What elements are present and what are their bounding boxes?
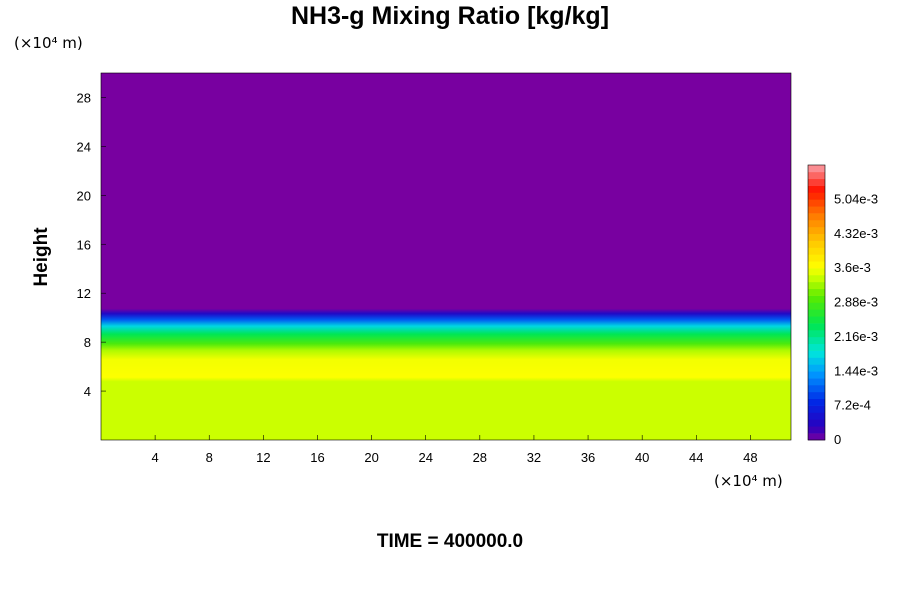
colorbar-level	[808, 213, 825, 221]
colorbar-tick-label: 2.88e-3	[834, 295, 878, 310]
colorbar-level	[808, 378, 825, 386]
colorbar-tick-label: 1.44e-3	[834, 363, 878, 378]
colorbar-level	[808, 426, 825, 434]
y-tick-label: 16	[77, 237, 91, 252]
colorbar-level	[808, 192, 825, 200]
colorbar-level	[808, 206, 825, 214]
colorbar-level	[808, 281, 825, 290]
colorbar-tick-label: 0	[834, 432, 841, 447]
y-tick-label: 12	[77, 286, 91, 301]
colorbar-level	[808, 302, 825, 310]
x-ticks: 4 8 12 16 20 24 28 32 36 40 44 48	[152, 435, 758, 465]
colorbar-level	[808, 330, 825, 338]
colorbar-level	[808, 309, 825, 317]
x-tick-label: 32	[527, 450, 541, 465]
colorbar-level	[808, 171, 825, 180]
colorbar-level	[808, 295, 825, 303]
colorbar-level	[808, 385, 825, 393]
x-tick-label: 28	[473, 450, 487, 465]
x-tick-label: 36	[581, 450, 595, 465]
colorbar-tick-label: 4.32e-3	[834, 226, 878, 241]
y-tick-label: 28	[77, 90, 91, 105]
colorbar-frame	[807, 164, 826, 441]
colorbar-level	[808, 178, 825, 186]
colorbar-level	[808, 247, 825, 255]
colorbar-level	[808, 371, 825, 379]
colorbar-level	[808, 316, 825, 324]
x-tick-label: 40	[635, 450, 649, 465]
y-unit-label: (×10⁴ m)	[14, 34, 83, 52]
x-tick-label: 20	[364, 450, 378, 465]
colorbar-level	[808, 165, 825, 173]
colorbar-level	[808, 391, 825, 400]
colorbar-level	[808, 412, 825, 420]
y-tick-label: 4	[84, 384, 91, 399]
colorbar-level	[808, 357, 825, 365]
colorbar-level	[808, 233, 825, 241]
plot-frame	[100, 72, 792, 441]
colorbar-level	[808, 261, 825, 269]
time-label: TIME = 400000.0	[376, 531, 524, 552]
colorbar-level	[808, 323, 825, 331]
colorbar-level	[808, 226, 825, 235]
colorbar: 0 7.2e-4 1.44e-3 2.16e-3 2.88e-3 3.6e-3 4.32e-…	[807, 164, 878, 447]
colorbar-level	[808, 419, 825, 427]
colorbar-level	[808, 240, 825, 248]
colorbar-level	[808, 199, 825, 207]
x-unit-label: (×10⁴ m)	[714, 472, 783, 490]
y-tick-label: 20	[77, 188, 91, 203]
colorbar-tick-label: 2.16e-3	[834, 329, 878, 344]
colorbar-level	[808, 268, 825, 276]
colorbar-level	[808, 275, 825, 283]
chart-title: NH3-g Mixing Ratio [kg/kg]	[290, 2, 610, 30]
colorbar-level	[808, 336, 825, 345]
colorbar-level	[808, 398, 825, 406]
x-tick-label: 12	[256, 450, 270, 465]
x-tick-label: 4	[152, 450, 159, 465]
x-tick-label: 48	[743, 450, 757, 465]
x-tick-label: 24	[418, 450, 432, 465]
mixed-layer	[101, 221, 791, 440]
colorbar-level	[808, 343, 825, 351]
colorbar-tick-label: 3.6e-3	[834, 260, 871, 275]
colorbar-level	[808, 254, 825, 262]
y-tick-label: 8	[84, 335, 91, 350]
y-ticks: 4 8 12 16 20 24 28	[77, 90, 106, 399]
mixing-ratio-field	[101, 73, 791, 440]
colorbar-level	[808, 350, 825, 358]
colorbar-level	[808, 288, 825, 296]
colorbar-tick-label: 7.2e-4	[834, 398, 871, 413]
colorbar-level	[808, 405, 825, 413]
colorbar-level	[808, 220, 825, 228]
colorbar-level	[808, 364, 825, 372]
colorbar-tick-label: 5.04e-3	[834, 191, 878, 206]
colorbar-level	[808, 185, 825, 193]
x-tick-label: 16	[310, 450, 324, 465]
x-tick-label: 8	[206, 450, 213, 465]
x-tick-label: 44	[689, 450, 703, 465]
y-tick-label: 24	[77, 139, 91, 154]
colorbar-level	[808, 433, 825, 441]
